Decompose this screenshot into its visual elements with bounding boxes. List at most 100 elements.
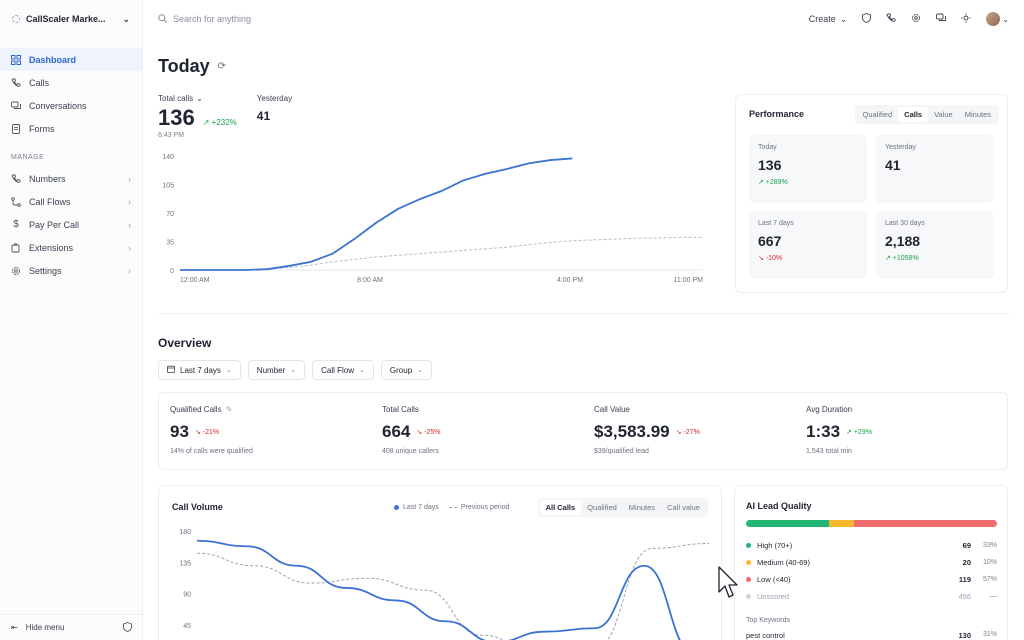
tab-minutes[interactable]: Minutes	[628, 503, 656, 512]
tab-all-calls[interactable]: All Calls	[539, 500, 582, 515]
tile-label: Yesterday	[885, 144, 916, 151]
x-tick-label: 11:00 PM	[674, 277, 704, 284]
yesterday-value: 41	[256, 109, 271, 123]
sidebar-item-pay-per-call[interactable]: $ Pay Per Call ›	[0, 213, 142, 236]
number-filter[interactable]: Number ⌄	[247, 360, 306, 380]
keyword-row: pest control 130 31%	[746, 631, 997, 640]
chevron-down-icon: ⌄	[359, 367, 365, 374]
mouse-cursor-icon	[718, 566, 738, 598]
chevron-right-icon: ›	[128, 196, 131, 207]
sidebar-item-calls[interactable]: Calls	[0, 71, 142, 94]
top-actions: Create ⌄ ⌄	[809, 12, 1009, 26]
performance-tabs: Qualified Calls Value Minutes	[854, 105, 999, 124]
search-input[interactable]: Search for anything	[158, 13, 809, 25]
legend-label: Last 7 days	[403, 504, 439, 511]
total-calls-label: Total calls	[158, 94, 194, 103]
avatar	[986, 12, 1001, 26]
total-calls-dropdown[interactable]: Total calls ⌄	[158, 94, 237, 103]
lead-count: 456	[958, 592, 971, 601]
lead-count: 119	[958, 575, 971, 584]
workspace-switcher[interactable]: CallScaler Marke... ⌄	[0, 0, 142, 38]
sun-icon[interactable]	[961, 13, 972, 25]
kpi-qualified-calls: Qualified Calls ✎ 93 ↘ -21% 14% of calls w…	[159, 393, 371, 469]
lead-count: 20	[962, 558, 971, 567]
yesterday-stat: Yesterday 41	[257, 94, 292, 139]
tab-call-value[interactable]: Call value	[667, 503, 700, 512]
perf-tile-today: Today 136 ↗ +289%	[749, 135, 867, 203]
y-tick-label: 135	[179, 560, 191, 567]
call-flow-filter[interactable]: Call Flow ⌄	[312, 360, 374, 380]
chevron-down-icon: ⌄	[225, 367, 232, 374]
keyword-pct: 31%	[982, 631, 997, 638]
kpi-label: Avg Duration	[806, 405, 853, 414]
refresh-icon[interactable]: ⟳	[217, 61, 227, 72]
shield-icon[interactable]	[123, 621, 132, 634]
lead-bar-segment	[828, 520, 854, 527]
kpi-delta: ↗ +29%	[846, 429, 872, 436]
lead-pct: 33%	[982, 542, 997, 549]
y-tick-label: 70	[166, 211, 174, 218]
chat-icon	[11, 101, 21, 111]
series-today-line	[180, 157, 573, 271]
sidebar-item-label: Conversations	[29, 100, 87, 111]
lead-row-high: High (70+) 69 33%	[746, 537, 997, 554]
tab-calls[interactable]: Calls	[898, 107, 929, 122]
kpi-delta: ↘ -21%	[194, 429, 220, 436]
date-range-filter[interactable]: Last 7 days ⌄	[158, 360, 241, 380]
user-menu[interactable]: ⌄	[986, 12, 1009, 26]
search-icon	[158, 13, 167, 25]
filter-label: Call Flow	[321, 365, 355, 375]
kpi-avg-duration: Avg Duration 1:33 ↗ +29% 1,543 total min	[795, 393, 1007, 469]
series-previous-line	[196, 543, 710, 640]
chat-icon[interactable]	[936, 13, 947, 25]
hide-menu-button[interactable]: ⇤ Hide menu	[0, 614, 143, 640]
tile-label: Today	[758, 144, 777, 151]
legend-label: Previous period	[460, 504, 510, 511]
kpi-label: Total Calls	[382, 405, 419, 414]
chevron-down-icon: ⌄	[839, 13, 848, 24]
overview-title: Overview	[158, 336, 212, 350]
sidebar: CallScaler Marke... ⌄ Dashboard Calls Co…	[0, 0, 143, 640]
tile-label: Last 7 days	[758, 220, 794, 227]
flow-icon	[11, 196, 21, 207]
sidebar-item-extensions[interactable]: Extensions ›	[0, 236, 142, 259]
sidebar-item-call-flows[interactable]: Call Flows ›	[0, 190, 142, 213]
status-dot-icon	[746, 560, 751, 565]
kpi-value: 93	[170, 422, 189, 441]
sidebar-item-dashboard[interactable]: Dashboard	[0, 48, 142, 71]
lead-quality-rows: High (70+) 69 33% Medium (40-69) 20 10% …	[746, 537, 997, 605]
filter-label: Last 7 days	[180, 365, 221, 375]
sidebar-item-conversations[interactable]: Conversations	[0, 94, 142, 117]
form-icon	[11, 123, 21, 134]
chevron-down-icon: ⌄	[1002, 14, 1009, 24]
main-content: Today ⟳ Total calls ⌄ 136 ↗ +232% 6:43 P…	[143, 38, 1024, 640]
main-nav: Dashboard Calls Conversations Forms MANA…	[0, 38, 142, 282]
sidebar-item-label: Pay Per Call	[29, 219, 80, 230]
y-tick-label: 90	[183, 592, 191, 599]
call-volume-card: Call Volume Last 7 days Previous period …	[158, 485, 722, 640]
legend-current: Last 7 days	[394, 504, 439, 511]
tab-qualified[interactable]: Qualified	[862, 110, 893, 119]
tab-minutes[interactable]: Minutes	[964, 110, 991, 119]
pencil-icon[interactable]: ✎	[225, 405, 233, 414]
top-keywords-label: Top Keywords	[746, 617, 790, 624]
y-tick-label: 105	[162, 183, 174, 190]
sidebar-item-numbers[interactable]: Numbers ›	[0, 167, 142, 190]
gear-icon[interactable]	[911, 13, 921, 25]
group-filter[interactable]: Group ⌄	[380, 360, 433, 380]
sidebar-item-settings[interactable]: Settings ›	[0, 259, 142, 282]
legend-dash-icon	[448, 507, 457, 508]
sidebar-item-forms[interactable]: Forms	[0, 117, 142, 140]
shield-icon[interactable]	[862, 13, 872, 25]
kpi-value: 1:33	[806, 422, 841, 441]
call-volume-chart: 180 135 90 45	[179, 529, 710, 640]
create-button[interactable]: Create ⌄	[809, 14, 848, 25]
chevron-right-icon: ›	[128, 242, 131, 253]
y-tick-label: 35	[166, 240, 174, 247]
tab-value[interactable]: Value	[934, 110, 953, 119]
phone-icon[interactable]	[886, 13, 896, 25]
tile-label: Last 30 days	[885, 220, 925, 227]
x-tick-label: 12:00 AM	[180, 277, 210, 284]
kpi-label: Qualified Calls	[170, 405, 222, 414]
tab-qualified[interactable]: Qualified	[587, 503, 617, 512]
